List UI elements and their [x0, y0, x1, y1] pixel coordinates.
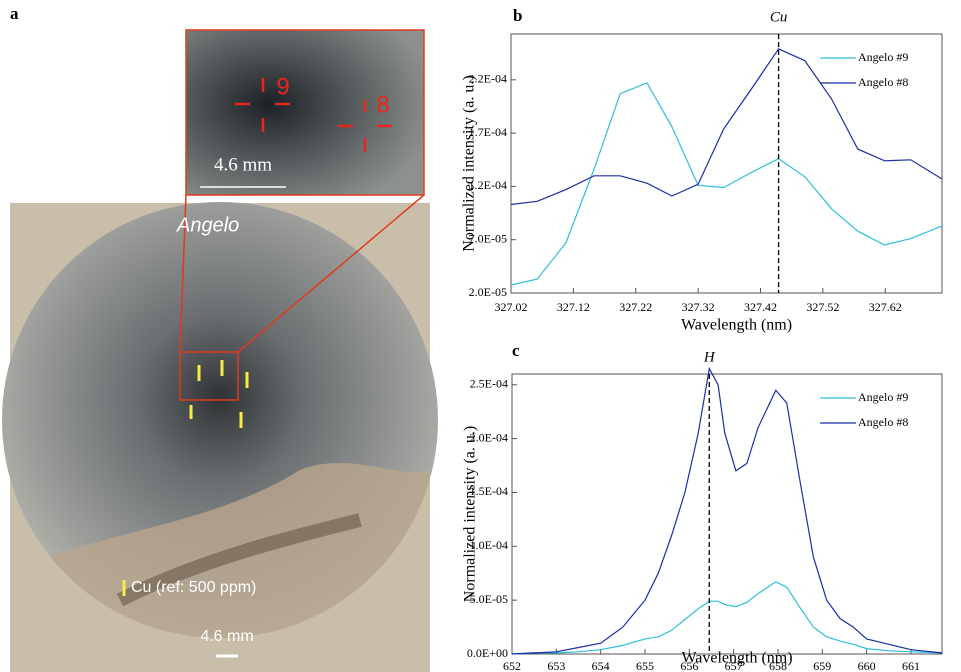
y-tick-label: 2.5E-04 [470, 377, 508, 391]
crack [116, 513, 362, 607]
series-line [510, 82, 943, 286]
x-tick-label: 661 [902, 659, 920, 672]
x-tick-label: 658 [769, 659, 787, 672]
x-tick-label: 327.32 [682, 300, 715, 314]
legend-label: Angelo #9 [858, 390, 908, 404]
y-tick-label: 2.0E-04 [470, 430, 508, 444]
panel-label: a [10, 4, 19, 23]
y-tick-label: 1.7E-04 [469, 125, 507, 139]
x-tick-label: 659 [813, 659, 831, 672]
point-label: 8 [376, 91, 389, 118]
photo-panel: a Angelo 9 8 4.6 mm Cu (ref: 500 ppm) 4.… [2, 4, 438, 672]
panel-label: b [513, 6, 522, 25]
x-tick-label: 327.12 [557, 300, 590, 314]
inset-image [185, 29, 425, 196]
x-tick-label: 654 [592, 659, 610, 672]
y-axis-label: Normalized intensity (a. u.) [462, 426, 479, 602]
x-tick-label: 327.42 [744, 300, 777, 314]
marker-label: H [703, 349, 716, 365]
x-tick-label: 327.22 [619, 300, 652, 314]
sample-name: Angelo [176, 214, 239, 236]
series-line [511, 581, 943, 655]
y-axis-label: Normalized intensity (a. u.) [461, 75, 478, 251]
x-axis-label: Wavelength (nm) [681, 317, 792, 334]
legend-label: Angelo #8 [858, 415, 908, 429]
y-tick-label: 1.2E-04 [469, 178, 507, 192]
y-tick-label: 7.0E-05 [469, 231, 507, 245]
x-tick-label: 327.62 [869, 300, 902, 314]
x-tick-label: 652 [503, 659, 521, 672]
panel-label: c [512, 341, 520, 360]
x-tick-label: 653 [547, 659, 565, 672]
inset-scale: 4.6 mm [214, 154, 272, 175]
zoom-line [179, 194, 187, 353]
scale-label: 4.6 mm [200, 628, 253, 645]
marker-label: Cu [770, 9, 788, 25]
x-tick-label: 655 [636, 659, 654, 672]
x-tick-label: 327.52 [806, 300, 839, 314]
x-tick-label: 656 [680, 659, 698, 672]
series-line [511, 366, 943, 655]
cu-markers [122, 360, 249, 596]
y-tick-label: 0.0E+00 [467, 646, 508, 660]
series-line [510, 48, 943, 206]
y-tick-label: 2.2E-04 [469, 72, 507, 86]
point-label: 9 [276, 73, 289, 100]
zoom-box [179, 351, 239, 401]
y-tick-label: 1.0E-04 [470, 538, 508, 552]
x-tick-label: 657 [725, 659, 743, 672]
zoom-line [237, 194, 425, 353]
plot-frame [511, 373, 943, 655]
x-tick-label: 660 [858, 659, 876, 672]
y-tick-label: 5.0E-05 [470, 592, 508, 606]
x-axis-label: Wavelength (nm) [681, 650, 792, 667]
legend-text: Cu (ref: 500 ppm) [131, 579, 256, 596]
legend-label: Angelo #8 [858, 75, 908, 89]
y-tick-label: 2.0E-05 [469, 285, 507, 299]
plot-frame [510, 33, 943, 294]
crosshairs [235, 78, 392, 152]
x-tick-label: 327.02 [495, 300, 528, 314]
legend-label: Angelo #9 [858, 50, 908, 64]
y-tick-label: 1.5E-04 [470, 484, 508, 498]
